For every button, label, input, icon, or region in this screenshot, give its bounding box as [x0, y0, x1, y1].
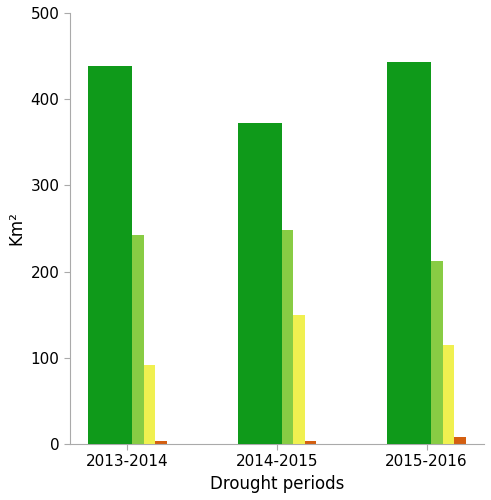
X-axis label: Drought periods: Drought periods	[210, 475, 344, 493]
Bar	[261, 314, 304, 444]
Bar	[123, 442, 166, 444]
Y-axis label: Km²: Km²	[7, 212, 25, 246]
Bar	[410, 345, 454, 444]
Bar	[100, 234, 143, 444]
Bar	[111, 365, 155, 444]
Bar	[238, 124, 281, 444]
Bar	[399, 262, 443, 444]
Bar	[273, 442, 316, 444]
Bar	[249, 230, 293, 444]
Bar	[88, 66, 132, 444]
Bar	[387, 62, 431, 444]
Bar	[422, 437, 465, 444]
